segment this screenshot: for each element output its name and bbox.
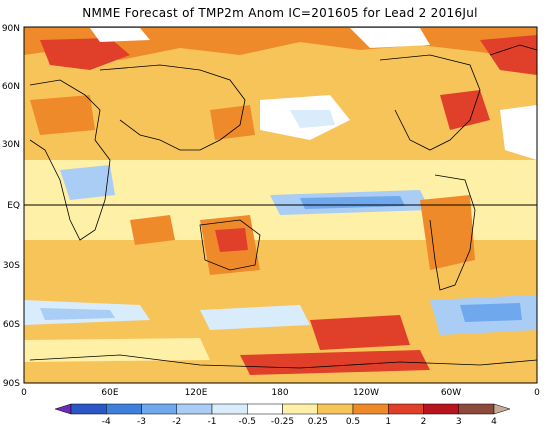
atlantic-arctic-hot-region xyxy=(480,35,537,75)
colorbar-tick-label: 2 xyxy=(421,417,427,427)
arctic-neutral-patch xyxy=(90,28,150,42)
colorbar-tick-label: 3 xyxy=(456,417,462,427)
colorbar-swatch xyxy=(282,403,318,415)
colorbar-tick-label: 0.5 xyxy=(346,417,360,427)
coastlines xyxy=(29,44,538,369)
antarctic-hot-region xyxy=(310,315,410,350)
australia-hot-region xyxy=(215,228,248,252)
indian-ocean-warm-region xyxy=(130,215,175,245)
arctic-neutral-patch xyxy=(350,28,430,48)
indian-ocean-cool-region xyxy=(60,165,115,200)
africa-europe-coast xyxy=(29,79,111,241)
lon-label: 120W xyxy=(353,388,379,398)
lon-label: 180 xyxy=(271,388,288,398)
lat-label: EQ xyxy=(7,201,20,211)
colorbar-swatch xyxy=(106,403,142,415)
colorbar-tick-label: 1 xyxy=(385,417,391,427)
lon-label: 0 xyxy=(21,388,27,398)
colorbar: -4 -3 -2 -1 -0.5 -0.25 0.25 0.5 1 2 3 4 xyxy=(54,403,511,427)
greenland-coast xyxy=(489,44,538,56)
lat-label: 60S xyxy=(3,320,20,330)
antarctic-hot-region xyxy=(240,350,430,375)
colorbar-swatch xyxy=(423,403,459,415)
atlantic-neutral-region xyxy=(500,105,537,160)
lat-label: 90N xyxy=(2,24,20,34)
lat-label: 30S xyxy=(3,261,20,271)
plot-frame xyxy=(23,26,538,384)
colorbar-tick-label: 0.25 xyxy=(308,417,328,427)
asia-coast xyxy=(99,64,246,151)
colorbar-tick-label: -0.5 xyxy=(238,417,256,427)
south-atlantic-strong-cool xyxy=(460,303,522,322)
europe-warm-region xyxy=(30,95,95,135)
colorbar-tick-label: -3 xyxy=(137,417,146,427)
lon-label: 0 xyxy=(534,388,540,398)
map-title: NMME Forecast of TMP2m Anom IC=201605 fo… xyxy=(82,6,478,20)
lon-label: 60E xyxy=(101,388,118,398)
colorbar-swatch xyxy=(176,403,213,415)
eurasia-hot-region xyxy=(40,38,130,70)
south-america-coast xyxy=(429,174,476,291)
lon-label: 120E xyxy=(185,388,208,398)
east-asia-warm-region xyxy=(210,105,255,140)
lat-label: 90S xyxy=(3,379,20,389)
colorbar-tick-label: -1 xyxy=(208,417,217,427)
north-america-hot-region xyxy=(440,90,490,130)
southern-ocean-cool-region xyxy=(200,305,310,330)
colorbar-tick-label: -2 xyxy=(172,417,181,427)
australia-coast xyxy=(199,219,261,271)
lat-label: 60N xyxy=(2,82,20,92)
antarctic-light-warm xyxy=(24,338,210,362)
enso-strong-cool xyxy=(300,196,405,209)
colorbar-swatch xyxy=(388,403,424,415)
colorbar-max-arrow xyxy=(493,403,511,415)
colorbar-swatch xyxy=(141,403,177,415)
lat-label: 30N xyxy=(2,140,20,150)
colorbar-swatch xyxy=(211,403,248,415)
colorbar-tick-label: -4 xyxy=(102,417,111,427)
north-america-coast xyxy=(379,54,481,151)
colorbar-swatch xyxy=(247,403,283,415)
latitude-labels: 90N 60N 30N EQ 30S 60S 90S xyxy=(2,24,20,389)
colorbar-swatch xyxy=(317,403,354,415)
southern-ocean-mid-cool xyxy=(40,308,115,320)
pacific-cool-region xyxy=(290,110,335,128)
lon-label: 60W xyxy=(441,388,461,398)
colorbar-swatch xyxy=(458,403,495,415)
colorbar-swatch xyxy=(352,403,389,415)
colorbar-tick-label: 4 xyxy=(491,417,497,427)
colorbar-min-arrow xyxy=(54,403,72,415)
colorbar-swatch xyxy=(70,403,107,415)
colorbar-tick-label: -0.25 xyxy=(271,417,294,427)
antarctica-coast xyxy=(29,354,538,369)
longitude-labels: 0 60E 120E 180 120W 60W 0 xyxy=(21,388,540,398)
